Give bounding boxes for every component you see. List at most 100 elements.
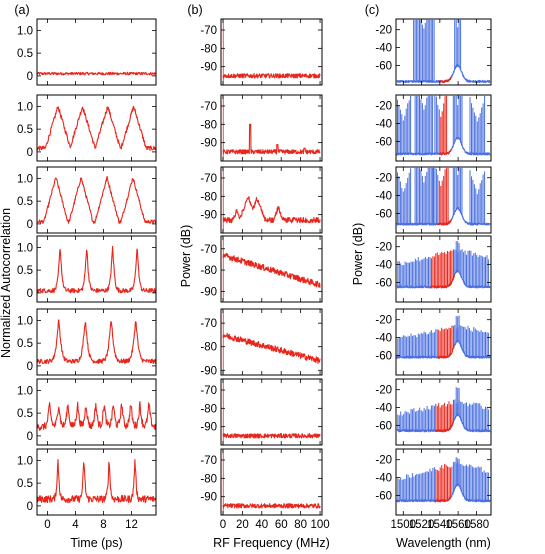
y-tick-label: -80 bbox=[200, 191, 217, 203]
y-tick-label: -20 bbox=[375, 242, 392, 254]
y-tick-label: -80 bbox=[200, 119, 217, 131]
panel-a-6: 0 0.5 1.0 bbox=[17, 378, 157, 446]
autocorrelation-trace bbox=[36, 459, 157, 504]
panel-frame bbox=[36, 378, 157, 446]
panel-frame bbox=[220, 18, 323, 86]
rf-spectrum-trace bbox=[222, 195, 321, 224]
panel-c-1: -20 -40 -60 bbox=[375, 18, 492, 86]
autocorrelation-trace bbox=[36, 71, 157, 76]
y-tick-label: 0 bbox=[27, 219, 33, 231]
panel-frame bbox=[36, 308, 157, 376]
rf-spectrum-trace bbox=[222, 123, 321, 155]
panel-label-c: (c) bbox=[365, 3, 380, 17]
filtered-spectrum-segment bbox=[437, 344, 455, 359]
x-tick-label: 0 bbox=[44, 519, 50, 531]
panel-a-1: 0 0.5 1.0 bbox=[17, 18, 157, 86]
x-axis-label: RF Frequency (MHz) bbox=[213, 536, 330, 550]
y-tick-label: 0.5 bbox=[17, 48, 33, 60]
y-tick-label: -60 bbox=[375, 208, 392, 220]
x-tick-label: 8 bbox=[100, 519, 106, 531]
y-axis-label: Normalized Autocorrelation bbox=[0, 208, 13, 358]
panel-c-4: -20 -40 -60 bbox=[375, 235, 492, 303]
panel-frame bbox=[395, 448, 492, 516]
y-tick-label: 0 bbox=[27, 147, 33, 159]
panel-a-7: 0 0.5 1.0 0 4 8 12 bbox=[17, 448, 157, 531]
y-tick-label: 1.0 bbox=[17, 101, 33, 113]
panel-frame bbox=[36, 166, 157, 234]
x-tick-label: 1500 bbox=[391, 519, 417, 531]
panel-frame bbox=[395, 94, 492, 162]
x-tick-label: 80 bbox=[294, 519, 307, 531]
y-tick-label: -90 bbox=[200, 365, 217, 377]
autocorrelation-trace bbox=[36, 401, 157, 431]
y-tick-label: 1.0 bbox=[17, 173, 33, 185]
panel-frame bbox=[36, 18, 157, 86]
panel-label-a: (a) bbox=[14, 3, 29, 17]
panel-frame bbox=[220, 235, 323, 303]
y-tick-label: 1.0 bbox=[17, 242, 33, 254]
y-tick-label: -60 bbox=[375, 420, 392, 432]
y-tick-label: -60 bbox=[375, 60, 392, 72]
panel-frame bbox=[220, 308, 323, 376]
panel-frame bbox=[395, 166, 492, 234]
panel-b-4: -70 -80 -90 bbox=[200, 235, 323, 303]
panel-b-1: -70 -80 -90 bbox=[200, 18, 323, 86]
rf-spectrum-trace bbox=[222, 332, 321, 364]
x-tick-label: 1560 bbox=[445, 519, 471, 531]
filtered-spectrum-segment bbox=[439, 77, 452, 84]
y-axis-label: Power (dB) bbox=[351, 223, 365, 286]
panel-a-3: 0 0.5 1.0 bbox=[17, 166, 157, 234]
panel-c-2: -20 -40 -60 bbox=[375, 94, 492, 162]
y-tick-label: -20 bbox=[375, 101, 392, 113]
y-tick-label: 0 bbox=[27, 288, 33, 300]
y-tick-label: 0.5 bbox=[17, 196, 33, 208]
y-tick-label: -80 bbox=[200, 473, 217, 485]
panel-frame bbox=[36, 448, 157, 516]
y-tick-label: 0.5 bbox=[17, 338, 33, 350]
x-tick-label: 40 bbox=[255, 519, 268, 531]
panel-frame bbox=[395, 308, 492, 376]
y-tick-label: -60 bbox=[375, 350, 392, 362]
y-tick-label: -20 bbox=[375, 455, 392, 467]
panel-frame bbox=[395, 378, 492, 446]
y-tick-label: 0 bbox=[27, 361, 33, 373]
y-tick-label: -40 bbox=[375, 333, 392, 345]
y-tick-label: -90 bbox=[200, 286, 217, 298]
y-tick-label: 0 bbox=[27, 71, 33, 83]
autocorrelation-trace bbox=[36, 245, 157, 294]
y-tick-label: -90 bbox=[200, 210, 217, 222]
panel-frame bbox=[220, 166, 323, 234]
panel-b-5: -70 -80 -90 bbox=[200, 308, 323, 377]
panel-frame bbox=[395, 18, 492, 86]
filtered-spectrum-segment bbox=[434, 420, 455, 433]
y-tick-label: -60 bbox=[375, 490, 392, 502]
y-tick-label: 0.5 bbox=[17, 408, 33, 420]
y-tick-label: -40 bbox=[375, 473, 392, 485]
y-tick-label: -90 bbox=[200, 492, 217, 504]
filtered-spectrum-segment bbox=[430, 274, 456, 289]
panel-a-2: 0 0.5 1.0 bbox=[17, 94, 157, 162]
x-tick-label: 1540 bbox=[427, 519, 453, 531]
y-tick-label: 1.0 bbox=[17, 25, 33, 37]
y-tick-label: -20 bbox=[375, 173, 392, 185]
panel-frame bbox=[220, 378, 323, 446]
panel-c-3: -20 -40 -60 bbox=[375, 166, 492, 234]
y-tick-label: -20 bbox=[375, 25, 392, 37]
autocorrelation-trace bbox=[36, 105, 157, 151]
x-tick-label: 12 bbox=[125, 519, 138, 531]
y-tick-label: -70 bbox=[200, 385, 217, 397]
panel-b-7: -70 -80 -90 0 20 40 60 80 100 bbox=[200, 448, 330, 531]
y-tick-label: 1.0 bbox=[17, 315, 33, 327]
x-tick-label: 100 bbox=[310, 519, 329, 531]
y-tick-label: -70 bbox=[200, 101, 217, 113]
x-axis-label: Wavelength (nm) bbox=[396, 536, 491, 550]
autocorrelation-trace bbox=[36, 175, 157, 224]
x-axis-label: Time (ps) bbox=[70, 536, 122, 550]
y-tick-label: 0 bbox=[27, 431, 33, 443]
panel-b-3: -70 -80 -90 bbox=[200, 166, 323, 234]
y-tick-label: -80 bbox=[200, 43, 217, 55]
y-tick-label: 1.0 bbox=[17, 385, 33, 397]
y-tick-label: 0.5 bbox=[17, 124, 33, 136]
x-tick-label: 4 bbox=[72, 519, 79, 531]
